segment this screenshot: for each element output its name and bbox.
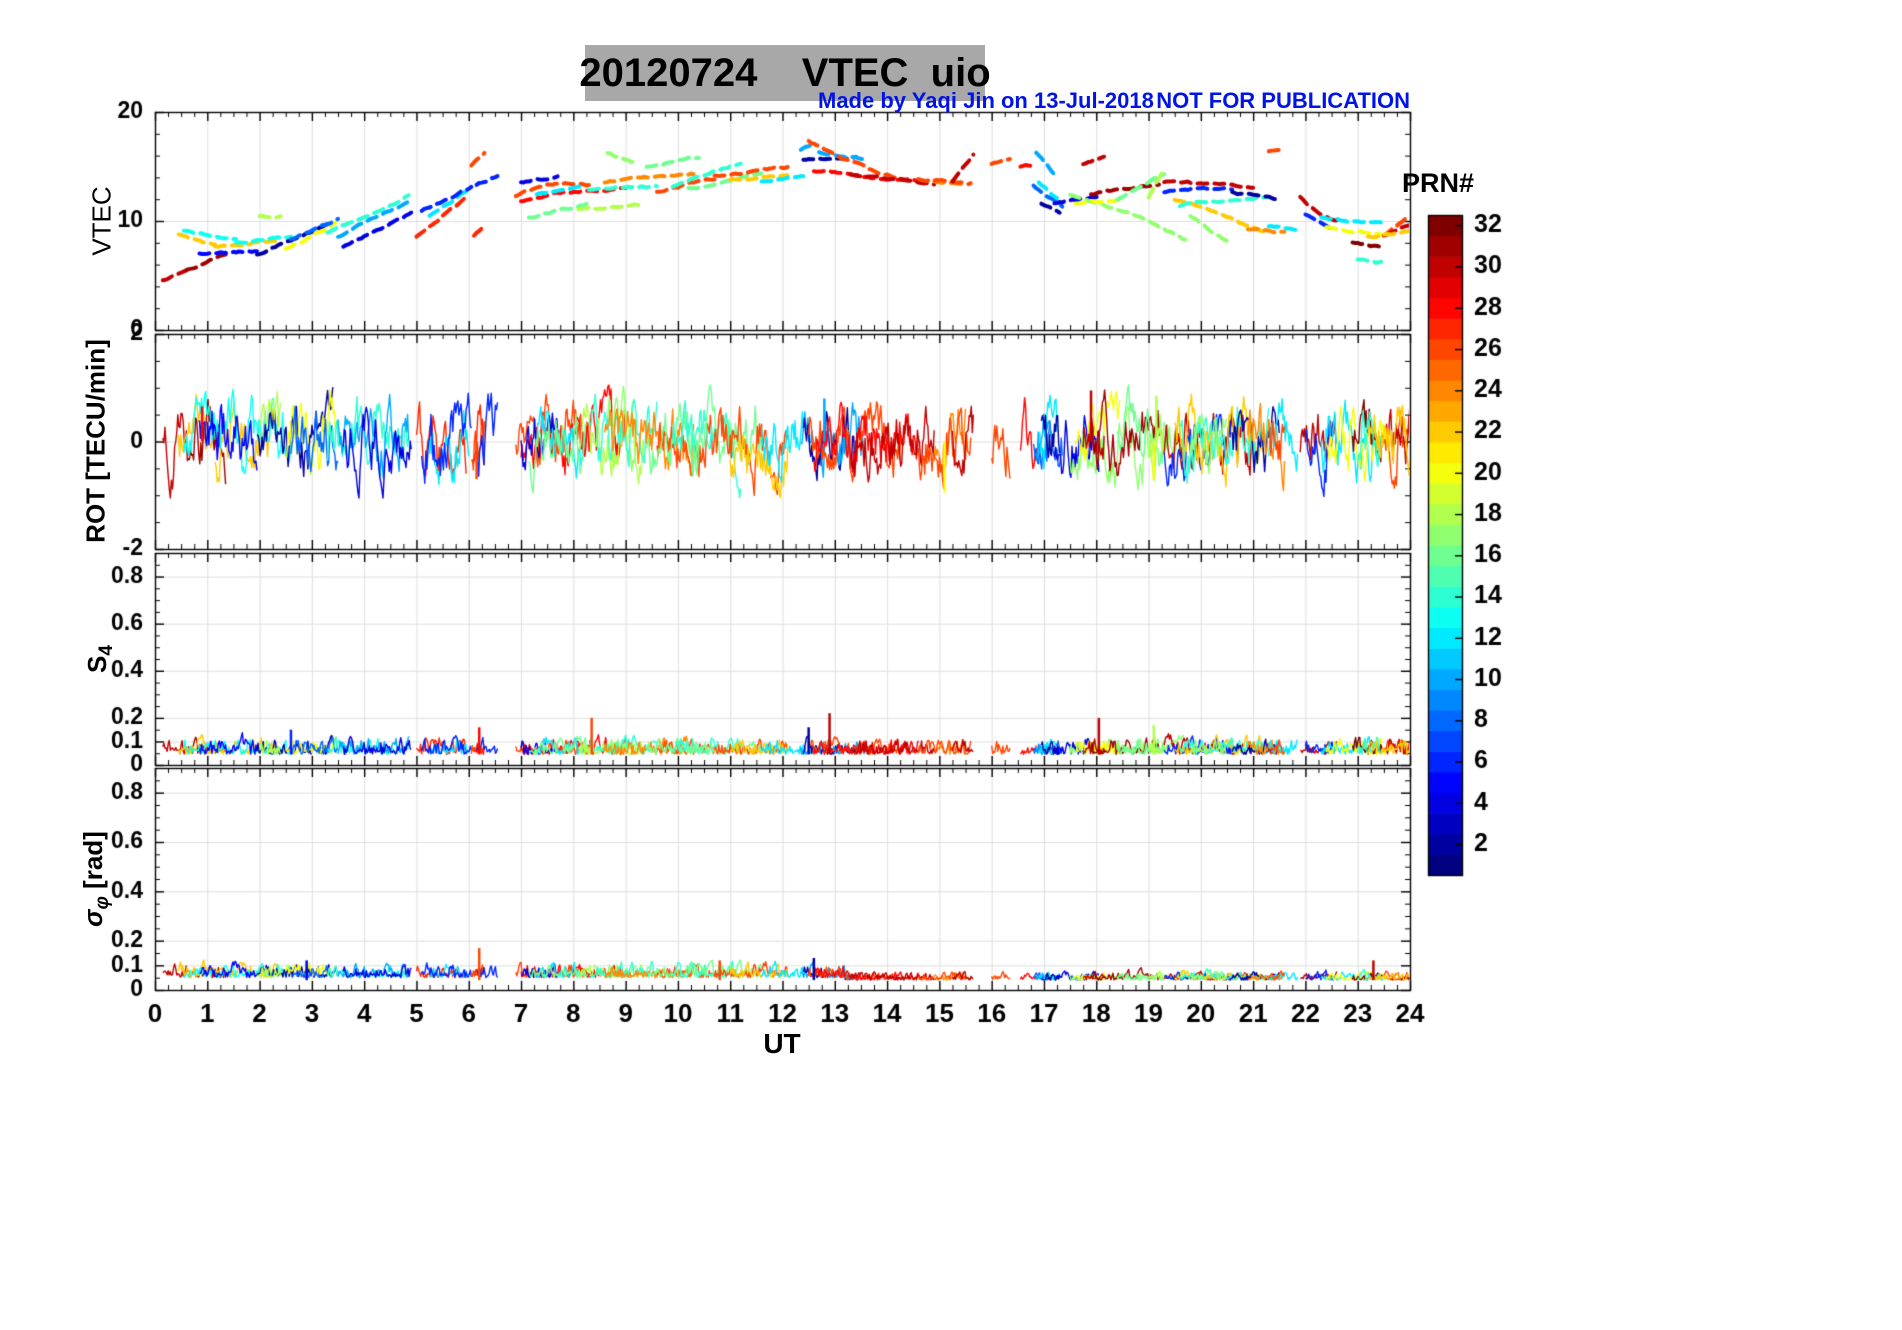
s4-label-main: S <box>82 655 112 673</box>
sigma-label-main: σ <box>78 909 108 927</box>
x-axis-label: UT <box>763 1028 801 1059</box>
made-by-annotation: Made by Yaqi Jin on 13-Jul-2018 <box>818 88 1154 113</box>
s4-y-axis-label: S4 <box>82 645 118 673</box>
s4-label-subscript: 4 <box>96 645 117 656</box>
chart-title: 20120724 VTEC uio <box>579 45 991 101</box>
vtec-y-axis-label: VTEC <box>86 186 117 256</box>
not-for-publication-annotation: NOT FOR PUBLICATION <box>1156 88 1410 113</box>
rot-y-axis-label: ROT [TECU/min] <box>80 339 111 543</box>
sigma-phi-y-axis-label: σφ [rad] <box>78 831 114 927</box>
sigma-label-units: [rad] <box>78 831 108 897</box>
sigma-label-subscript: φ <box>92 896 113 910</box>
colorbar-label: PRN# <box>1402 168 1475 198</box>
